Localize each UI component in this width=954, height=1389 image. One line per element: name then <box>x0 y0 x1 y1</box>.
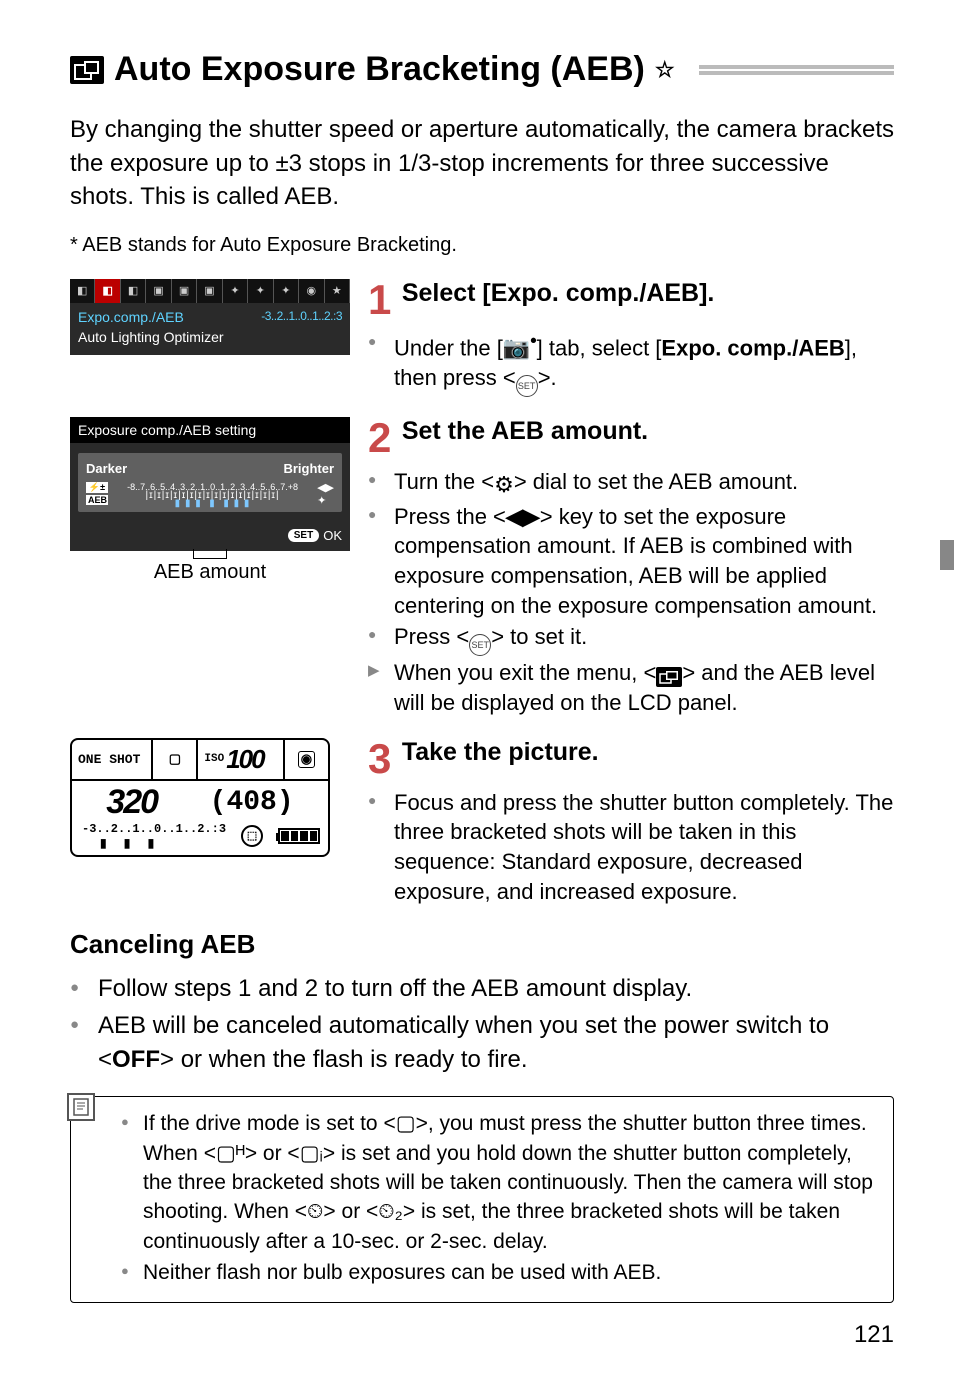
cancel-bullet: Follow steps 1 and 2 to turn off the AEB… <box>70 972 894 1006</box>
step2-bullet: Press <SET> to set it. <box>368 622 894 656</box>
tab: ✦ <box>223 279 248 303</box>
aeb-ticks: ▮ ▮ ▮ ▮ ▮ ▮ ▮ <box>86 500 334 508</box>
lcd-aeb-indicator: ⬚ <box>241 825 263 847</box>
step-number-1: 1 <box>368 279 391 321</box>
lcd-ev-scale: -3..2..1..0..1..2.:3▮ ▮ ▮ <box>82 822 226 851</box>
page-number: 121 <box>70 1321 894 1349</box>
note-box: If the drive mode is set to <▢>, you mus… <box>70 1096 894 1302</box>
menu-panel-1: ◧ ◧ ◧ ▣ ▣ ▣ ✦ ✦ ✦ ◉ ★ Expo.comp./AEB -3.… <box>70 279 350 355</box>
aeb-title-icon <box>70 56 104 84</box>
lcd-meter-icon: ◉ <box>285 740 328 779</box>
step2-bullet: Turn the <⚙> dial to set the AEB amount. <box>368 467 894 500</box>
aeb-caption: AEB amount <box>70 561 350 584</box>
step-title-1: Select [Expo. comp./AEB]. <box>402 279 715 307</box>
tab: ◧ <box>70 279 95 303</box>
darker-label: Darker <box>86 461 127 476</box>
lcd-drive-icon: ▢ <box>153 740 198 779</box>
menu-label: Auto Lighting Optimizer <box>78 329 224 345</box>
step3-bullet: Focus and press the shutter button compl… <box>368 788 894 907</box>
tab: ◉ <box>299 279 324 303</box>
step-number-2: 2 <box>368 417 391 459</box>
lcd-shots: (408) <box>210 787 294 818</box>
dial-icon: ⚙ <box>494 470 514 500</box>
note-bullet: Neither flash nor bulb exposures can be … <box>121 1258 879 1287</box>
menu-row-expo: Expo.comp./AEB -3..2..1..0..1..2.:3 <box>78 307 342 327</box>
aeb-icon <box>656 667 682 687</box>
tab-active: ◧ <box>95 279 120 303</box>
tab: ◧ <box>121 279 146 303</box>
page-tab-marker <box>940 540 954 570</box>
tab: ▣ <box>146 279 171 303</box>
lcd-shutter: 320 <box>106 783 157 822</box>
tab: ▣ <box>197 279 222 303</box>
intro-text: By changing the shutter speed or apertur… <box>70 113 894 214</box>
cancel-heading: Canceling AEB <box>70 929 894 960</box>
tab: ✦ <box>248 279 273 303</box>
menu-scale: -3..2..1..0..1..2.:3 <box>261 309 342 325</box>
page-title: Auto Exposure Bracketing (AEB) ☆ <box>70 50 894 89</box>
battery-icon <box>278 828 320 844</box>
menu-row-alo: Auto Lighting Optimizer <box>78 327 342 347</box>
step2-bullet: Press the <◀▶> key to set the exposure c… <box>368 502 894 621</box>
star-icon: ☆ <box>655 57 675 83</box>
lcd-oneshot: ONE SHOT <box>72 740 153 779</box>
lcd-panel: ONE SHOT ▢ ISO100 ◉ 320 (408) -3..2..1..… <box>70 738 330 857</box>
aeb-footnote: * AEB stands for Auto Exposure Bracketin… <box>70 234 894 257</box>
set-button-label: SET <box>288 529 319 542</box>
cancel-bullet: AEB will be canceled automatically when … <box>70 1009 894 1076</box>
slider-arrows: ◀▶✦ <box>317 482 334 508</box>
menu-label: Expo.comp./AEB <box>78 309 184 325</box>
note-bullet: If the drive mode is set to <▢>, you mus… <box>121 1109 879 1256</box>
ev-badge: ⚡± <box>86 482 108 493</box>
title-divider <box>699 65 894 75</box>
step2-result: When you exit the menu, <> and the AEB l… <box>368 658 894 717</box>
aeb-pointer <box>70 549 350 559</box>
ok-label: OK <box>323 528 342 543</box>
aeb-badge: AEB <box>86 495 108 505</box>
brighter-label: Brighter <box>283 461 334 476</box>
set-icon: SET <box>469 634 491 656</box>
lcd-iso: ISO100 <box>198 740 285 779</box>
step-number-3: 3 <box>368 738 391 780</box>
step-title-3: Take the picture. <box>402 738 599 766</box>
set-icon: SET <box>516 375 538 397</box>
tab: ✦ <box>274 279 299 303</box>
title-text: Auto Exposure Bracketing (AEB) <box>114 50 645 89</box>
aeb-setting-panel: Exposure comp./AEB setting Darker Bright… <box>70 417 350 551</box>
slider-box: Darker Brighter ⚡± AEB ◀▶✦ -8..7..6..5..… <box>78 453 342 512</box>
panel-header: Exposure comp./AEB setting <box>70 417 350 443</box>
tab: ▣ <box>172 279 197 303</box>
tab: ★ <box>325 279 350 303</box>
step-title-2: Set the AEB amount. <box>402 417 648 445</box>
menu-tabs: ◧ ◧ ◧ ▣ ▣ ▣ ✦ ✦ ✦ ◉ ★ <box>70 279 350 303</box>
note-icon <box>67 1093 95 1121</box>
step1-bullet: Under the [📷•] tab, select [Expo. comp./… <box>368 329 894 397</box>
